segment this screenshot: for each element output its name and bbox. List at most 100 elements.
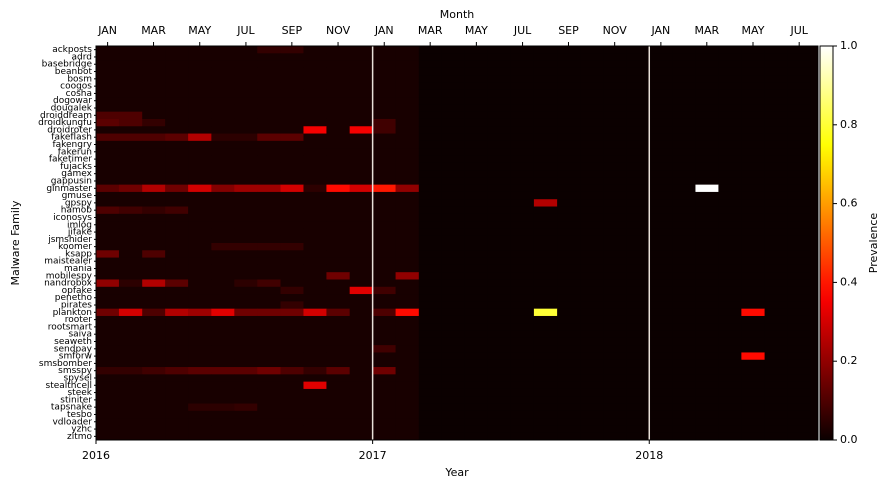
cell [626, 410, 650, 419]
cell [372, 352, 396, 361]
cell [118, 53, 143, 61]
cell [787, 97, 811, 105]
cell [718, 89, 742, 98]
cell [418, 75, 443, 83]
cell [487, 97, 512, 105]
cell [464, 403, 489, 412]
cell [96, 228, 120, 237]
cell [741, 235, 765, 244]
cell [557, 345, 581, 353]
cell [349, 228, 373, 237]
cell [741, 126, 765, 134]
cell [487, 235, 512, 244]
cell [441, 221, 466, 229]
cell [741, 155, 765, 164]
cell [464, 279, 489, 288]
cell [626, 82, 650, 91]
cell [649, 228, 673, 237]
cell [257, 359, 281, 368]
cell [464, 308, 489, 317]
cell [649, 235, 673, 244]
cell [303, 403, 327, 412]
cell [142, 53, 166, 61]
cell [603, 126, 627, 134]
cell [142, 286, 166, 295]
cell [741, 243, 765, 251]
cell [787, 272, 811, 280]
cell [326, 388, 350, 397]
row-label: dougalek [51, 104, 93, 114]
cell [464, 148, 489, 156]
cell [96, 75, 120, 83]
cell [764, 272, 788, 280]
cell [557, 133, 581, 142]
cell [533, 235, 558, 244]
cell [764, 308, 788, 317]
cell [257, 82, 281, 91]
cell [395, 359, 420, 368]
cell [188, 243, 212, 251]
cell [626, 396, 650, 404]
cell [626, 330, 650, 339]
cell [672, 330, 696, 339]
cell [418, 53, 443, 61]
x2-tick-label: JAN [374, 24, 394, 37]
cell [741, 337, 765, 346]
cell [326, 104, 350, 112]
cell [211, 118, 235, 127]
cell [418, 67, 443, 76]
cell [695, 410, 719, 419]
cell [603, 308, 627, 317]
cell [142, 148, 166, 156]
cell [96, 432, 120, 440]
cell [188, 345, 212, 353]
cell [257, 403, 281, 412]
cell [303, 286, 327, 295]
cell [188, 118, 212, 127]
cell [487, 323, 512, 331]
cell [280, 221, 304, 229]
cell [464, 367, 489, 375]
cell [372, 418, 396, 426]
cell [303, 89, 327, 98]
cell [718, 46, 742, 54]
row-label: mobilespy [46, 271, 93, 281]
cell [695, 126, 719, 134]
cell [326, 162, 350, 171]
cell [280, 403, 304, 412]
cell [487, 388, 512, 397]
cell [603, 257, 627, 266]
cell [211, 352, 235, 361]
cell [580, 352, 604, 361]
cell [280, 97, 304, 105]
cell [649, 330, 673, 339]
cell [188, 104, 212, 112]
cell [372, 425, 396, 434]
cell [96, 60, 120, 69]
row-label: steek [67, 388, 92, 398]
cell [557, 184, 581, 193]
cell [441, 279, 466, 288]
cell [257, 155, 281, 164]
cell [557, 272, 581, 280]
cell [211, 235, 235, 244]
cell [718, 148, 742, 156]
cell [626, 388, 650, 397]
cell [695, 148, 719, 156]
cell [787, 352, 811, 361]
cell [626, 133, 650, 142]
cell [787, 191, 811, 200]
cell [764, 46, 788, 54]
cell [165, 250, 189, 258]
cell [603, 60, 627, 69]
cell [487, 53, 512, 61]
cell [487, 301, 512, 309]
cell [441, 352, 466, 361]
cell [118, 67, 143, 76]
row-label: plankton [53, 308, 92, 318]
cell [626, 206, 650, 215]
cell [372, 374, 396, 382]
cell [280, 286, 304, 295]
cell [764, 352, 788, 361]
cell [349, 425, 373, 434]
